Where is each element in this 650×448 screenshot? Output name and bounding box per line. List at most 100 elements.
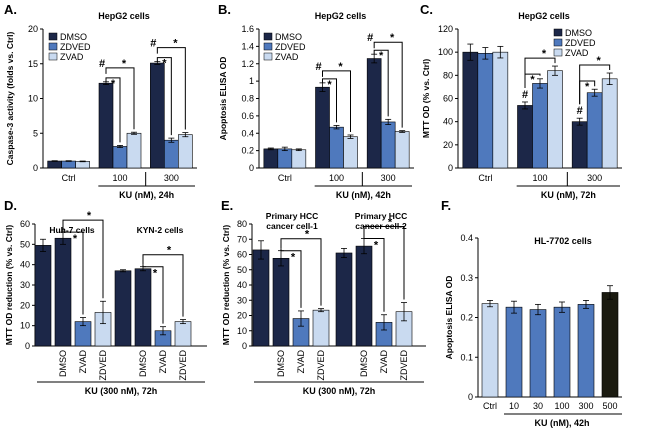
x-tick-label: DMSO xyxy=(276,350,286,377)
bar xyxy=(505,306,523,398)
legend-label: DMSO xyxy=(60,32,87,42)
bar xyxy=(277,148,293,169)
panel-title: HL-7702 cells xyxy=(534,236,592,246)
significance-star: * xyxy=(327,79,332,91)
panel-label: E. xyxy=(221,198,233,213)
bar xyxy=(263,148,279,169)
legend-swatch xyxy=(553,48,563,57)
bar xyxy=(112,146,128,169)
legend-label: ZDVED xyxy=(565,38,596,48)
x-tick-label: 300 xyxy=(587,173,602,183)
x-axis-label: KU (300 nM), 72h xyxy=(85,386,158,396)
hash-marker: # xyxy=(315,61,321,73)
y-tick-label: 0.6 xyxy=(241,111,254,121)
panel-a: 0 5 10 15 20 Caspase-3 activity (folds vs. Ct… xyxy=(4,2,197,200)
sig-bracket xyxy=(322,78,337,123)
x-tick-label: DMSO xyxy=(359,350,369,377)
legend-label: ZDVED xyxy=(275,42,306,52)
sig-bracket xyxy=(280,238,322,306)
bar xyxy=(547,70,563,169)
x-tick-label: 100 xyxy=(112,173,127,183)
y-tick-label: 50 xyxy=(237,265,247,275)
significance-star: * xyxy=(338,61,343,73)
significance-star: * xyxy=(530,74,535,86)
sig-bracket xyxy=(363,225,405,300)
bar xyxy=(601,292,619,398)
x-tick-label: ZVAD xyxy=(379,350,389,374)
y-tick-label: 30 xyxy=(237,295,247,305)
y-tick-label: 0 xyxy=(468,392,473,402)
cell-line-label: cancer cell-1 xyxy=(266,221,318,231)
bar xyxy=(586,92,603,169)
y-tick-label: 20 xyxy=(20,300,30,310)
sig-bracket xyxy=(142,254,184,317)
x-tick-label: ZVAD xyxy=(296,350,306,374)
y-tick-label: 0 xyxy=(242,341,247,351)
legend-swatch xyxy=(48,32,58,41)
bar xyxy=(462,51,479,169)
significance-star: * xyxy=(167,245,172,257)
legend-label: ZVAD xyxy=(565,48,589,58)
bar xyxy=(329,126,344,169)
y-tick-label: 0.2 xyxy=(241,146,254,156)
x-tick-label: 300 xyxy=(381,173,396,183)
y-tick-label: 0.2 xyxy=(460,313,473,323)
bar xyxy=(380,121,396,169)
bar xyxy=(252,249,270,347)
panel-c: 0 20 40 60 80 100 120 MTT OD (% vs. Ctrl) C. HepG… xyxy=(420,2,622,200)
legend-label: DMSO xyxy=(275,32,302,42)
bar xyxy=(164,139,179,169)
bar xyxy=(343,136,358,169)
sig-bracket xyxy=(142,264,164,324)
cell-line-label: Huh-7 cells xyxy=(49,225,95,235)
panel-label: D. xyxy=(4,198,17,213)
significance-star: * xyxy=(87,210,92,222)
x-tick-label: Ctrl xyxy=(62,173,76,183)
significance-star: * xyxy=(585,81,590,93)
x-tick-label: 100 xyxy=(554,401,569,411)
x-tick-label: 300 xyxy=(578,401,593,411)
legend-label: ZVAD xyxy=(60,52,84,62)
y-tick-label: 5 xyxy=(33,128,38,138)
y-tick-label: 20 xyxy=(237,311,247,321)
y-tick-label: 10 xyxy=(237,326,247,336)
y-tick-label: 60 xyxy=(20,219,30,229)
cell-line-label: Primary HCC xyxy=(355,211,407,221)
significance-star: * xyxy=(542,48,547,60)
panel-label: F. xyxy=(441,198,451,213)
y-tick-label: 60 xyxy=(443,94,453,104)
hash-marker: # xyxy=(150,38,156,50)
bar xyxy=(174,321,192,347)
x-axis-label: KU (300 nM), 72h xyxy=(303,386,376,396)
bar xyxy=(477,53,494,169)
x-axis-label: KU (nM), 72h xyxy=(541,190,596,200)
y-tick-label: 20 xyxy=(28,24,38,34)
x-tick-label: DMSO xyxy=(138,350,148,377)
bar xyxy=(272,258,290,347)
sig-bracket xyxy=(105,67,135,130)
legend-swatch xyxy=(263,32,273,41)
bar xyxy=(571,121,588,169)
bar xyxy=(178,134,193,169)
x-tick-label: DMSO xyxy=(58,350,68,377)
bar xyxy=(529,309,547,398)
panel-title: HepG2 cells xyxy=(98,11,150,21)
sig-bracket xyxy=(322,70,351,132)
significance-star: * xyxy=(374,239,379,251)
y-tick-label: 50 xyxy=(20,239,30,249)
bar xyxy=(134,268,152,347)
y-axis-label: MTT OD (% vs. Ctrl) xyxy=(421,59,431,139)
bar xyxy=(532,83,548,169)
panel-d: 0 10 20 30 40 50 60 MTT OD reduction (% vs. Ctr… xyxy=(4,198,207,396)
significance-star: * xyxy=(305,229,310,241)
bar xyxy=(98,82,114,169)
hash-marker: # xyxy=(99,58,105,70)
panel-e: 0 10 20 30 40 50 60 70 80 MTT OD reduction (% vs.… xyxy=(221,198,426,396)
bar xyxy=(75,161,90,169)
x-tick-label: 100 xyxy=(329,173,344,183)
y-tick-label: 0.4 xyxy=(241,128,254,138)
y-tick-label: 70 xyxy=(237,234,247,244)
significance-star: * xyxy=(122,58,127,70)
bar xyxy=(54,237,72,347)
y-tick-label: 40 xyxy=(237,280,247,290)
